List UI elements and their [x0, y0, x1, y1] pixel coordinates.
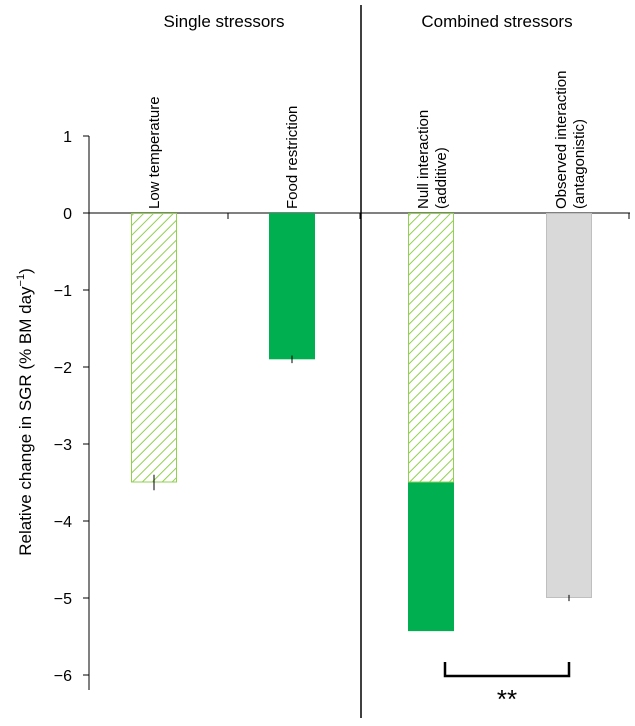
bar-segment: [546, 213, 592, 598]
significance-marker: **: [497, 684, 517, 714]
significance-bracket: [443, 662, 571, 678]
panel-label-combined: Combined stressors: [421, 12, 572, 31]
y-axis-ticks: 1 0 −1 −2 −3 −4 −5 −6: [54, 129, 630, 685]
y-tick-label: 0: [63, 206, 72, 223]
y-tick-label: 1: [63, 129, 72, 146]
y-tick-label: −6: [54, 668, 72, 685]
category-label-line: Observed interaction: [553, 71, 570, 209]
bar-segment: [408, 213, 454, 483]
category-label: Low temperature: [146, 96, 163, 209]
category-label: Observed interaction(antagonistic): [553, 71, 588, 209]
category-label-line: Food restriction: [284, 106, 301, 209]
bar-segment: [131, 213, 177, 483]
y-tick-label: −4: [54, 514, 72, 531]
panel-label-single: Single stressors: [164, 12, 285, 31]
y-axis-label-close: ): [16, 268, 35, 274]
y-axis-label-text: Relative change in SGR (% BM day: [16, 286, 35, 556]
category-label-line: (antagonistic): [571, 119, 588, 209]
y-tick-label: −2: [54, 360, 72, 377]
category-label-line: Null interaction: [415, 110, 432, 209]
category-label-line: Low temperature: [146, 96, 163, 209]
bars-group: [131, 213, 592, 632]
y-axis-label: Relative change in SGR (% BM day−1): [15, 268, 35, 556]
category-label-line: (additive): [433, 147, 450, 209]
bar-segment: [269, 213, 315, 360]
category-label: Null interaction(additive): [415, 110, 450, 209]
category-label: Food restriction: [284, 106, 301, 209]
y-tick-label: −5: [54, 591, 72, 608]
y-tick-label: −3: [54, 437, 72, 454]
bar-segment: [408, 482, 454, 632]
y-tick-label: −1: [54, 283, 72, 300]
category-labels: Low temperature Food restriction Null inte…: [146, 71, 588, 209]
y-axis-label-sup: −1: [15, 274, 27, 287]
